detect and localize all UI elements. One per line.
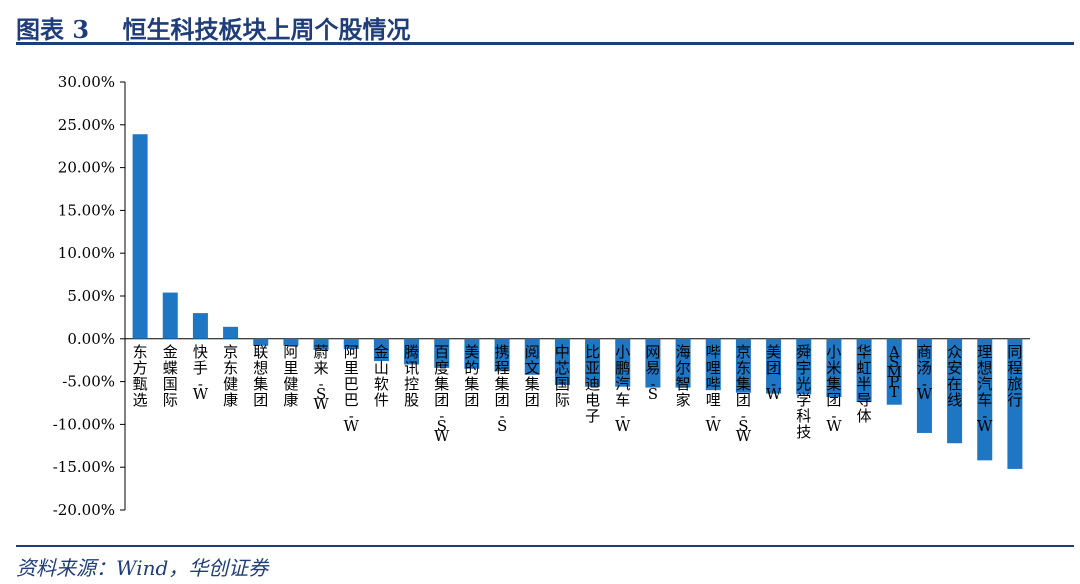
y-tick-label: -20.00%: [53, 501, 115, 519]
figure-title: 图表 3 恒生科技板块上周个股情况: [16, 15, 411, 44]
x-category-label: 理想汽车-W: [977, 343, 993, 435]
x-category-label: 快手-W: [193, 343, 209, 403]
bar: [916, 338, 932, 433]
bar: [223, 326, 239, 339]
bar: [766, 338, 782, 394]
x-category-label: 蔚来-S W: [313, 343, 329, 413]
bar: [735, 338, 751, 393]
y-tick-label: 25.00%: [58, 116, 115, 134]
x-category-label: 中芯国际: [555, 343, 570, 409]
bar: [615, 338, 631, 387]
x-category-label: 携程集团-S: [495, 343, 510, 435]
x-category-label: 金蝶国际: [163, 343, 178, 409]
bar: [977, 338, 993, 461]
bar: [132, 134, 148, 339]
bar: [464, 338, 480, 369]
bar: [253, 338, 269, 346]
x-category-label: 小米集团-W: [826, 343, 842, 435]
bar: [705, 338, 721, 391]
bar: [404, 338, 420, 365]
x-category-label: 美的集团: [464, 343, 479, 409]
x-category-label: 百度集团-S W: [434, 343, 450, 445]
footer-rule: [16, 545, 1074, 547]
y-tick-label: -5.00%: [62, 373, 115, 391]
x-category-label: 小鹏汽车-W: [615, 343, 631, 435]
source-note: 资料来源：Wind，华创证券: [16, 556, 269, 580]
y-tick-label: -10.00%: [53, 415, 115, 433]
x-category-label: 同程旅行: [1007, 343, 1022, 409]
x-category-label: 金山软件: [374, 343, 389, 409]
bar-chart: 30.00% 25.00% 20.00% 15.00% 10.00% 5.00% 0.00%…: [53, 73, 1030, 519]
y-tick-label: 30.00%: [58, 73, 115, 91]
bar: [554, 338, 570, 386]
x-category-label: 网易-S: [645, 343, 660, 403]
y-tick-label: 15.00%: [58, 201, 115, 219]
x-category-label: 海尔智家: [676, 343, 691, 409]
bar: [524, 338, 540, 375]
bar: [434, 338, 450, 368]
x-category-label: 联想集团: [253, 343, 268, 409]
x-category-label: 华虹半导体: [857, 343, 872, 425]
y-tick-label: 10.00%: [58, 244, 115, 262]
bar: [494, 338, 510, 372]
y-tick-label: -15.00%: [53, 458, 115, 476]
bar: [645, 338, 661, 388]
chart-axes: 30.00% 25.00% 20.00% 15.00% 10.00% 5.00% 0.00%…: [53, 73, 1030, 519]
x-category-label: 美团-W: [766, 343, 782, 403]
x-category-label: 阿里巴巴-W: [344, 343, 360, 435]
x-category-label: 阅文集团: [525, 343, 540, 409]
x-category-label: 舜宇光学科技: [796, 343, 811, 441]
x-category-label: 京东集团-S W: [736, 343, 752, 445]
y-tick-label: 20.00%: [58, 159, 115, 177]
bar: [675, 338, 691, 388]
y-tick-label: 0.00%: [67, 330, 115, 348]
bar: [585, 338, 601, 387]
x-category-label: 众安在线: [947, 343, 962, 409]
x-category-label: 阿里健康: [283, 343, 298, 409]
x-category-label: 哔哩哔哩-W: [706, 343, 722, 435]
bar: [283, 338, 299, 346]
x-category-label: 商汤-W: [917, 343, 933, 403]
header-rule: [16, 42, 1074, 45]
bar: [796, 338, 812, 395]
chart-bars: [132, 134, 1023, 469]
bar: [192, 313, 208, 339]
bar: [373, 338, 389, 362]
y-tick-label: 5.00%: [67, 287, 115, 305]
x-category-label: 比亚迪电子: [585, 343, 600, 425]
bar: [886, 338, 902, 405]
bar: [1007, 338, 1023, 469]
x-category-label: 腾讯控股: [404, 343, 419, 409]
bar: [856, 338, 872, 403]
x-category-label: 京东健康: [223, 343, 238, 409]
bar: [313, 338, 329, 350]
bar: [343, 338, 359, 350]
x-category-label: 东方甄选: [133, 343, 148, 409]
bar: [826, 338, 842, 398]
bar: [162, 292, 178, 339]
bar: [947, 338, 963, 444]
figure-header: 图表 3 恒生科技板块上周个股情况: [0, 0, 1080, 46]
